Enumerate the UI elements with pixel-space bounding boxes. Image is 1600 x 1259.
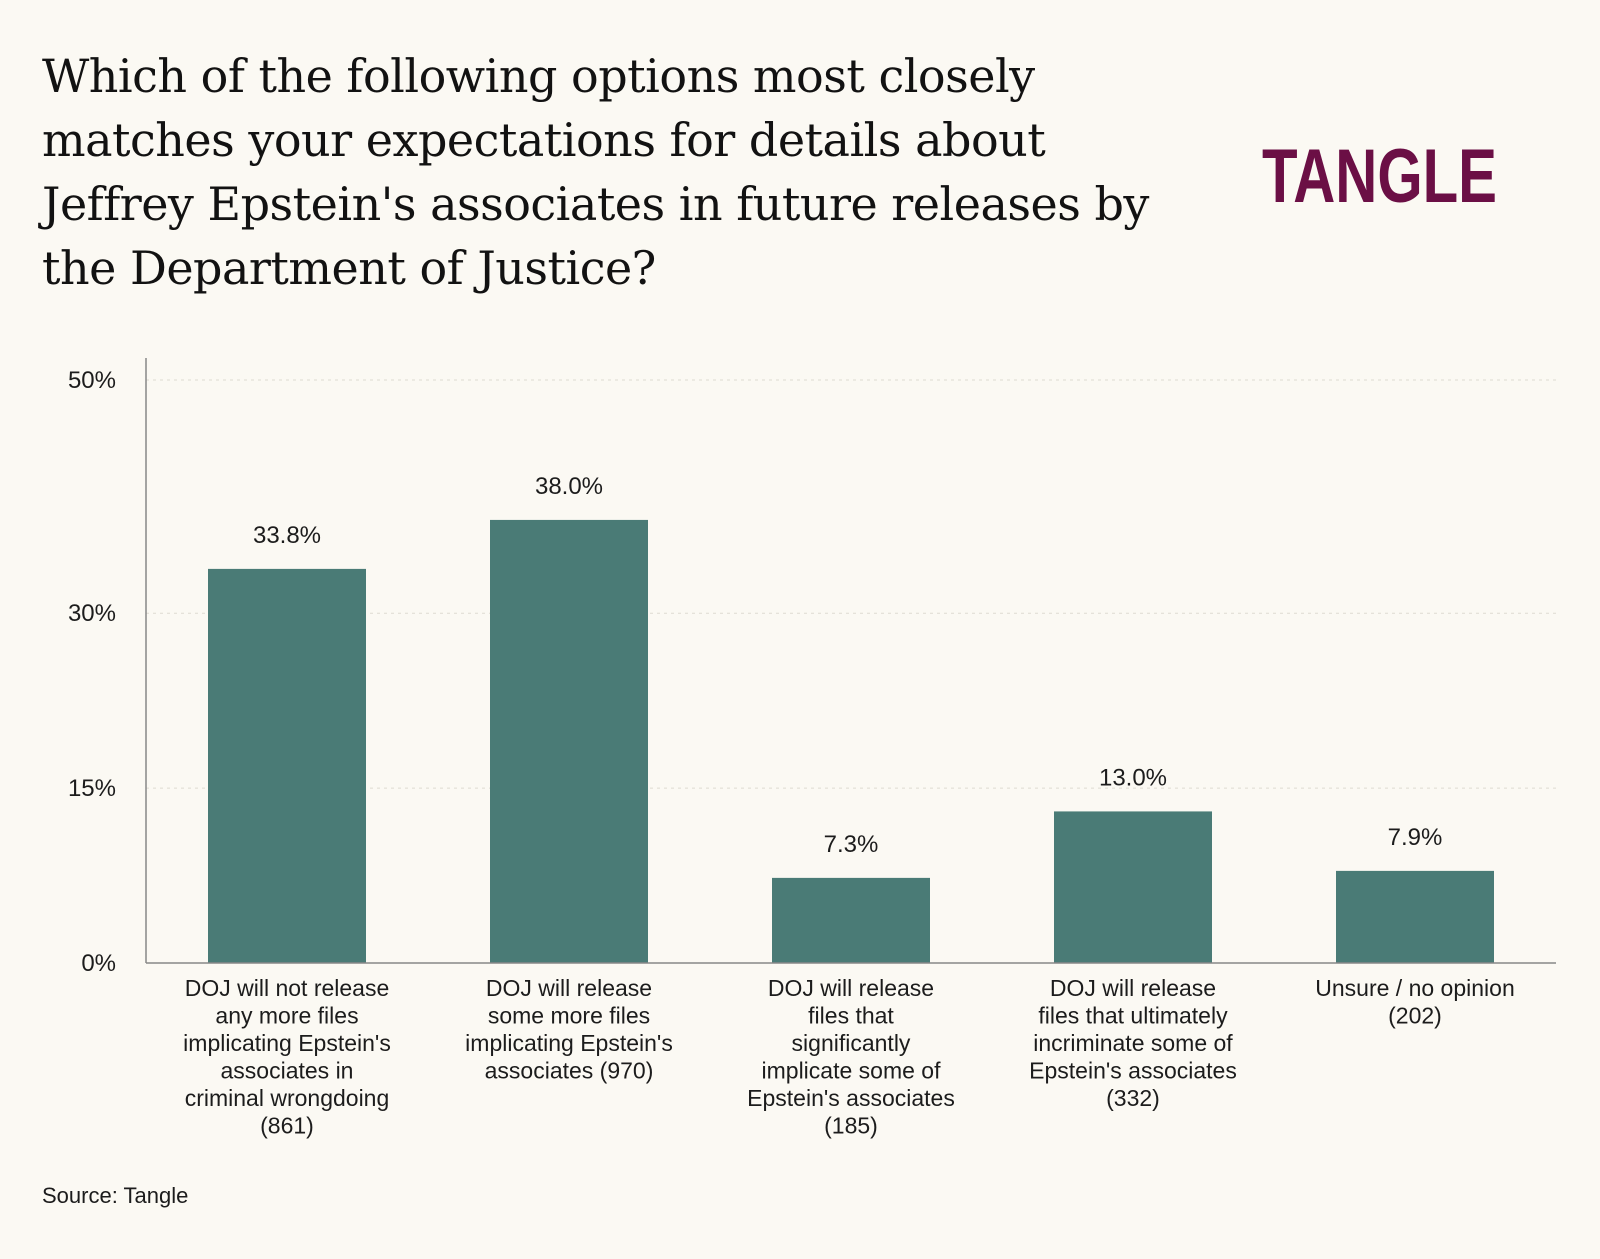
category-label-line: DOJ will release — [486, 975, 652, 1001]
tangle-logo-text: TANGLE — [1262, 134, 1497, 218]
category-label-line: implicating Epstein's — [183, 1030, 391, 1056]
category-label-line: significantly — [792, 1030, 911, 1056]
bar — [1336, 870, 1494, 963]
y-tick-label: 15% — [68, 775, 116, 802]
y-tick-label: 30% — [68, 600, 116, 627]
category-label: DOJ will release some more files implicati… — [465, 975, 673, 1084]
category-label-line: associates in — [221, 1058, 354, 1084]
bar — [772, 877, 930, 963]
category-label-line: (202) — [1388, 1003, 1442, 1029]
category-label-line: (185) — [824, 1113, 878, 1139]
category-label-line: (332) — [1106, 1085, 1160, 1111]
category-label-line: associates (970) — [485, 1058, 654, 1084]
source-note: Source: Tangle — [42, 1183, 189, 1208]
category-labels: DOJ will not release any more files implic… — [183, 975, 1515, 1139]
bar — [490, 519, 648, 963]
category-label-line: Unsure / no opinion — [1315, 975, 1514, 1001]
category-label: DOJ will not release any more files implic… — [183, 975, 391, 1139]
category-label-line: any more files — [215, 1003, 358, 1029]
category-label-line: implicating Epstein's — [465, 1030, 673, 1056]
tangle-logo: TANGLE — [1262, 134, 1497, 218]
value-label: 7.3% — [824, 831, 879, 858]
category-label-line: criminal wrongdoing — [185, 1085, 390, 1111]
category-label-line: DOJ will release — [1050, 975, 1216, 1001]
category-label-line: incriminate some of — [1033, 1030, 1233, 1056]
bar — [208, 568, 366, 963]
value-label: 38.0% — [535, 473, 603, 500]
value-label: 33.8% — [253, 522, 321, 549]
category-label: DOJ will release files that significantly i… — [747, 975, 955, 1139]
category-label-line: DOJ will not release — [185, 975, 390, 1001]
category-label: Unsure / no opinion (202) — [1315, 975, 1514, 1029]
category-label-line: some more files — [488, 1003, 650, 1029]
y-tick-label: 50% — [68, 367, 116, 394]
category-label-line: DOJ will release — [768, 975, 934, 1001]
y-tick-label: 0% — [81, 950, 116, 977]
value-label: 13.0% — [1099, 764, 1167, 791]
bar — [1054, 811, 1212, 963]
chart-title: Which of the following options most clos… — [42, 49, 1149, 295]
category-label-line: (861) — [260, 1113, 314, 1139]
y-axis-ticks: 0% 15% 30% 50% — [68, 367, 116, 977]
value-labels: 33.8% 38.0% 7.3% 13.0% 7.9% — [253, 473, 1442, 858]
category-label-line: Epstein's associates — [1029, 1058, 1237, 1084]
bars — [208, 519, 1494, 963]
category-label: DOJ will release files that ultimately inc… — [1029, 975, 1237, 1111]
category-label-line: files that — [808, 1003, 894, 1029]
category-label-line: files that ultimately — [1038, 1003, 1228, 1029]
value-label: 7.9% — [1388, 824, 1443, 851]
category-label-line: Epstein's associates — [747, 1085, 955, 1111]
bar-chart: 0% 15% 30% 50% 33.8% 38.0% 7.3% 13.0% 7.9% DOJ … — [68, 358, 1556, 1139]
category-label-line: implicate some of — [762, 1058, 942, 1084]
